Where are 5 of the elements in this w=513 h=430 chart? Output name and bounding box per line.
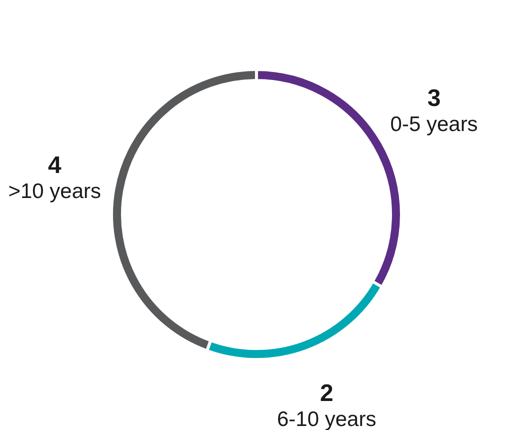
slice-label: >10 years <box>8 180 102 203</box>
data-label: 2 <box>320 380 334 408</box>
slice-label: 0-5 years <box>390 113 478 136</box>
data-label: 4 <box>48 152 62 179</box>
data-label: 3 <box>427 85 441 112</box>
